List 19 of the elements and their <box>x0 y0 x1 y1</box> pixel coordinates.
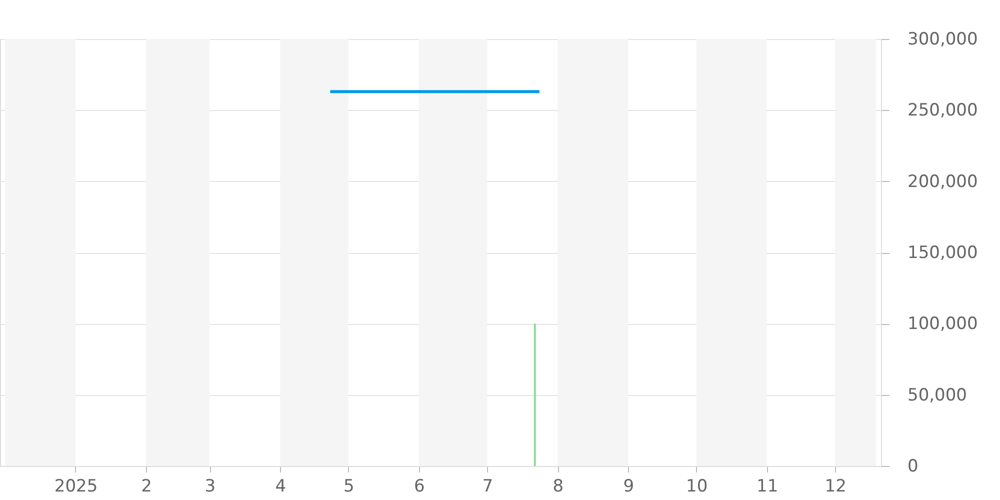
x-tick-label: 9 <box>623 476 634 496</box>
x-tick-label: 7 <box>482 476 494 496</box>
y-tick-label: 200,000 <box>908 172 978 192</box>
x-tick-label: 10 <box>686 476 708 496</box>
x-tick-label: 4 <box>275 476 286 496</box>
x-tick-label: 2 <box>141 476 152 496</box>
y-tick-label: 300,000 <box>908 30 978 50</box>
y-tick-label: 250,000 <box>908 100 978 121</box>
y-tick-label: 0 <box>908 456 918 476</box>
x-tick-label: 2025 <box>54 476 98 496</box>
x-tick-label: 12 <box>824 476 846 496</box>
x-tick-label: 5 <box>343 476 354 496</box>
y-tick-label: 150,000 <box>908 243 978 263</box>
x-tick-label: 6 <box>414 476 425 496</box>
x-tick-label: 8 <box>552 476 564 496</box>
x-tick-label: 11 <box>756 476 778 496</box>
x-tick-label: 3 <box>204 476 216 496</box>
y-tick-label: 100,000 <box>908 314 978 334</box>
y-tick-label: 50,000 <box>908 385 967 406</box>
